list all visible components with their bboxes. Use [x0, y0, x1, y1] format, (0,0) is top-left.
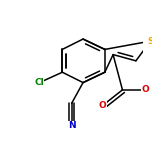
Text: O: O: [99, 101, 107, 110]
Text: N: N: [68, 121, 75, 130]
Text: S: S: [147, 37, 152, 46]
Text: O: O: [141, 85, 149, 94]
Text: Cl: Cl: [35, 78, 44, 87]
